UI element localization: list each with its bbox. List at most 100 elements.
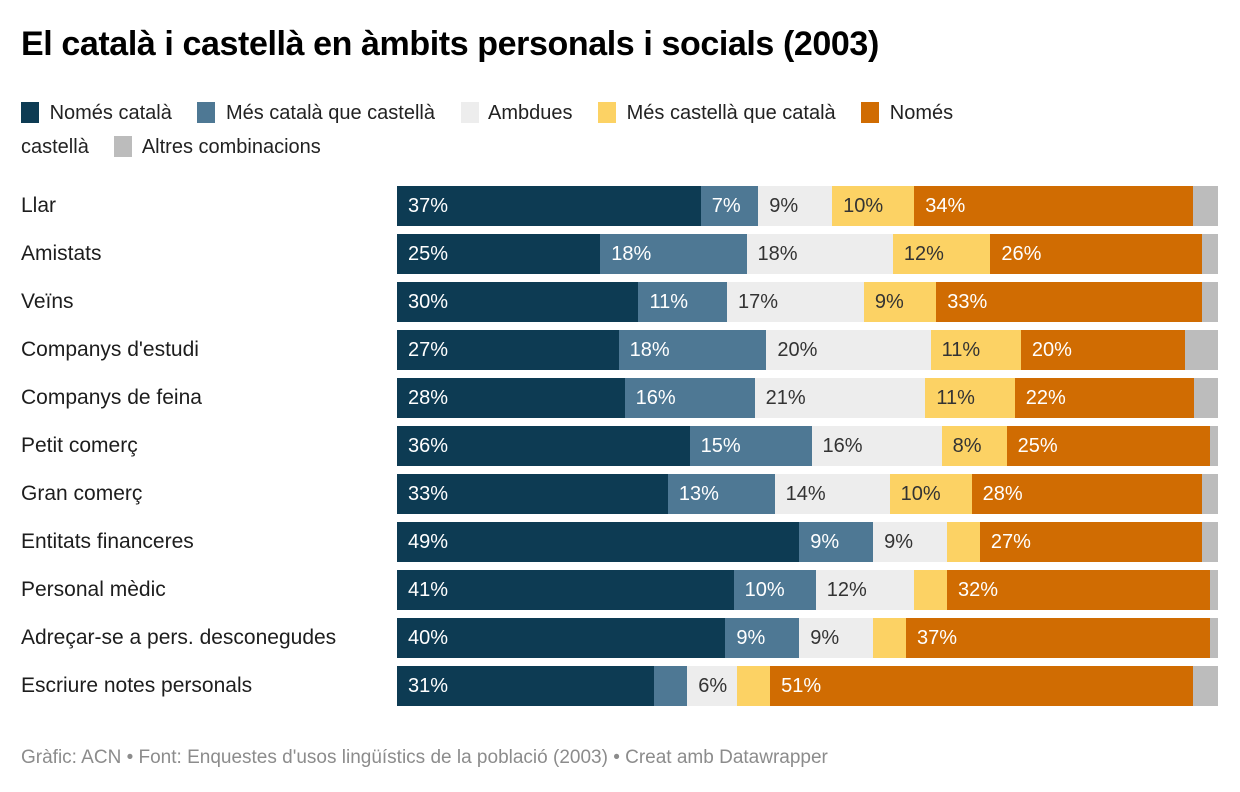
- bar-segment[interactable]: [1201, 282, 1218, 322]
- bar-segment[interactable]: 27%: [397, 330, 619, 370]
- row-label: Amistats: [21, 242, 102, 265]
- segment-value-label: 33%: [947, 291, 988, 313]
- bar-segment[interactable]: [1193, 186, 1218, 226]
- stacked-bar: 30% 11% 17% 9% 33%: [397, 282, 1218, 322]
- bar-segment[interactable]: [1209, 618, 1218, 658]
- row-label: Gran comerç: [21, 482, 143, 505]
- bar-segment[interactable]: 26%: [990, 234, 1202, 274]
- segment-value-label: 31%: [408, 675, 449, 697]
- bar-segment[interactable]: 49%: [397, 522, 800, 562]
- stacked-bar: 31% 6% 51%: [397, 666, 1218, 706]
- segment-value-label: 9%: [874, 291, 904, 313]
- bar-segment[interactable]: 12%: [892, 234, 991, 274]
- chart-row: Veïns 30% 11% 17% 9% 33%: [21, 282, 1218, 322]
- legend-swatch-icon: [460, 102, 479, 123]
- bar-segment[interactable]: 10%: [889, 474, 972, 514]
- bar-segment[interactable]: [947, 522, 980, 562]
- bar-segment[interactable]: 37%: [905, 618, 1210, 658]
- bar-segment[interactable]: 12%: [815, 570, 915, 610]
- bar-segment[interactable]: 28%: [397, 378, 625, 418]
- bar-segment[interactable]: 51%: [770, 666, 1194, 706]
- bar-segment[interactable]: 11%: [925, 378, 1015, 418]
- bar-segment[interactable]: 25%: [1006, 426, 1210, 466]
- legend-label: Només castellà: [21, 102, 954, 158]
- segment-value-label: 20%: [777, 339, 818, 361]
- bar-segment[interactable]: [1201, 234, 1218, 274]
- bar-segment[interactable]: 20%: [766, 330, 931, 370]
- bar-segment[interactable]: [1209, 426, 1218, 466]
- bar-segment[interactable]: 13%: [667, 474, 775, 514]
- bar-segment[interactable]: 36%: [397, 426, 690, 466]
- bar-segment[interactable]: 9%: [863, 282, 937, 322]
- row-label: Companys de feina: [21, 386, 202, 409]
- row-label: Adreçar-se a pers. desconegudes: [21, 626, 337, 649]
- bar-segment[interactable]: 11%: [638, 282, 727, 322]
- bar-segment[interactable]: 7%: [700, 186, 759, 226]
- bar-segment[interactable]: [1209, 570, 1218, 610]
- bar-segment[interactable]: 9%: [725, 618, 800, 658]
- bar-segment[interactable]: [736, 666, 771, 706]
- legend-swatch-icon: [197, 102, 216, 123]
- bar-segment[interactable]: 30%: [397, 282, 639, 322]
- bar-segment[interactable]: 18%: [618, 330, 767, 370]
- segment-value-label: 33%: [408, 483, 449, 505]
- bar-segment[interactable]: 17%: [727, 282, 864, 322]
- bar-segment[interactable]: 37%: [397, 186, 701, 226]
- segment-value-label: 27%: [408, 339, 449, 361]
- bar-segment[interactable]: 9%: [799, 522, 874, 562]
- bar-segment[interactable]: 25%: [397, 234, 601, 274]
- legend-swatch-icon: [861, 102, 880, 123]
- segment-value-label: 28%: [408, 387, 449, 409]
- bar-segment[interactable]: [1201, 474, 1218, 514]
- bar-segment[interactable]: 34%: [914, 186, 1194, 226]
- chart-row: Entitats financeres 49% 9% 9% 27%: [21, 522, 1218, 562]
- bar-segment[interactable]: 18%: [746, 234, 893, 274]
- bar-segment[interactable]: [914, 570, 948, 610]
- bar-segment[interactable]: 6%: [687, 666, 737, 706]
- bar-segment[interactable]: [873, 618, 906, 658]
- bar-segment[interactable]: 9%: [873, 522, 948, 562]
- legend-label: Altres combinacions: [141, 136, 321, 158]
- bar-segment[interactable]: 16%: [624, 378, 755, 418]
- bar-segment[interactable]: [1193, 666, 1218, 706]
- bar-segment[interactable]: 18%: [600, 234, 747, 274]
- chart-row: Personal mèdic 41% 10% 12% 32%: [21, 570, 1218, 610]
- bar-segment[interactable]: 27%: [979, 522, 1202, 562]
- chart-row: Companys de feina 28% 16% 21% 11% 22%: [21, 378, 1218, 418]
- bar-segment[interactable]: 8%: [941, 426, 1007, 466]
- segment-value-label: 14%: [785, 483, 826, 505]
- bar-segment[interactable]: 11%: [930, 330, 1021, 370]
- segment-value-label: 40%: [408, 627, 449, 649]
- bar-segment[interactable]: 9%: [799, 618, 874, 658]
- segment-value-label: 9%: [736, 627, 766, 649]
- segment-value-label: 41%: [408, 579, 449, 601]
- segment-value-label: 51%: [781, 675, 822, 697]
- bar-segment[interactable]: 9%: [758, 186, 833, 226]
- row-label: Personal mèdic: [21, 578, 166, 601]
- bar-segment[interactable]: 28%: [971, 474, 1202, 514]
- bar-segment[interactable]: 10%: [733, 570, 816, 610]
- bar-segment[interactable]: [1185, 330, 1218, 370]
- bar-segment[interactable]: 32%: [947, 570, 1210, 610]
- bar-segment[interactable]: 22%: [1014, 378, 1194, 418]
- bar-segment[interactable]: 21%: [754, 378, 926, 418]
- bar-segment[interactable]: 31%: [397, 666, 655, 706]
- segment-value-label: 11%: [941, 339, 981, 361]
- bar-segment[interactable]: [654, 666, 688, 706]
- bar-segment[interactable]: 16%: [811, 426, 942, 466]
- bar-segment[interactable]: 33%: [936, 282, 1202, 322]
- stacked-bar: 49% 9% 9% 27%: [397, 522, 1218, 562]
- bar-segment[interactable]: 10%: [832, 186, 915, 226]
- legend-item: Només català: [21, 102, 172, 124]
- bar-segment[interactable]: [1193, 378, 1218, 418]
- bar-segment[interactable]: 20%: [1020, 330, 1186, 370]
- segment-value-label: 10%: [843, 195, 884, 217]
- stacked-bar-chart: Llar 37% 7% 9% 10% 34% Amistats 25% 18% 18% 12% 26%…: [21, 186, 1218, 706]
- bar-segment[interactable]: 40%: [397, 618, 726, 658]
- bar-segment[interactable]: 14%: [774, 474, 890, 514]
- bar-segment[interactable]: 41%: [397, 570, 734, 610]
- bar-segment[interactable]: [1201, 522, 1218, 562]
- bar-segment[interactable]: 15%: [689, 426, 812, 466]
- bar-segment[interactable]: 33%: [397, 474, 668, 514]
